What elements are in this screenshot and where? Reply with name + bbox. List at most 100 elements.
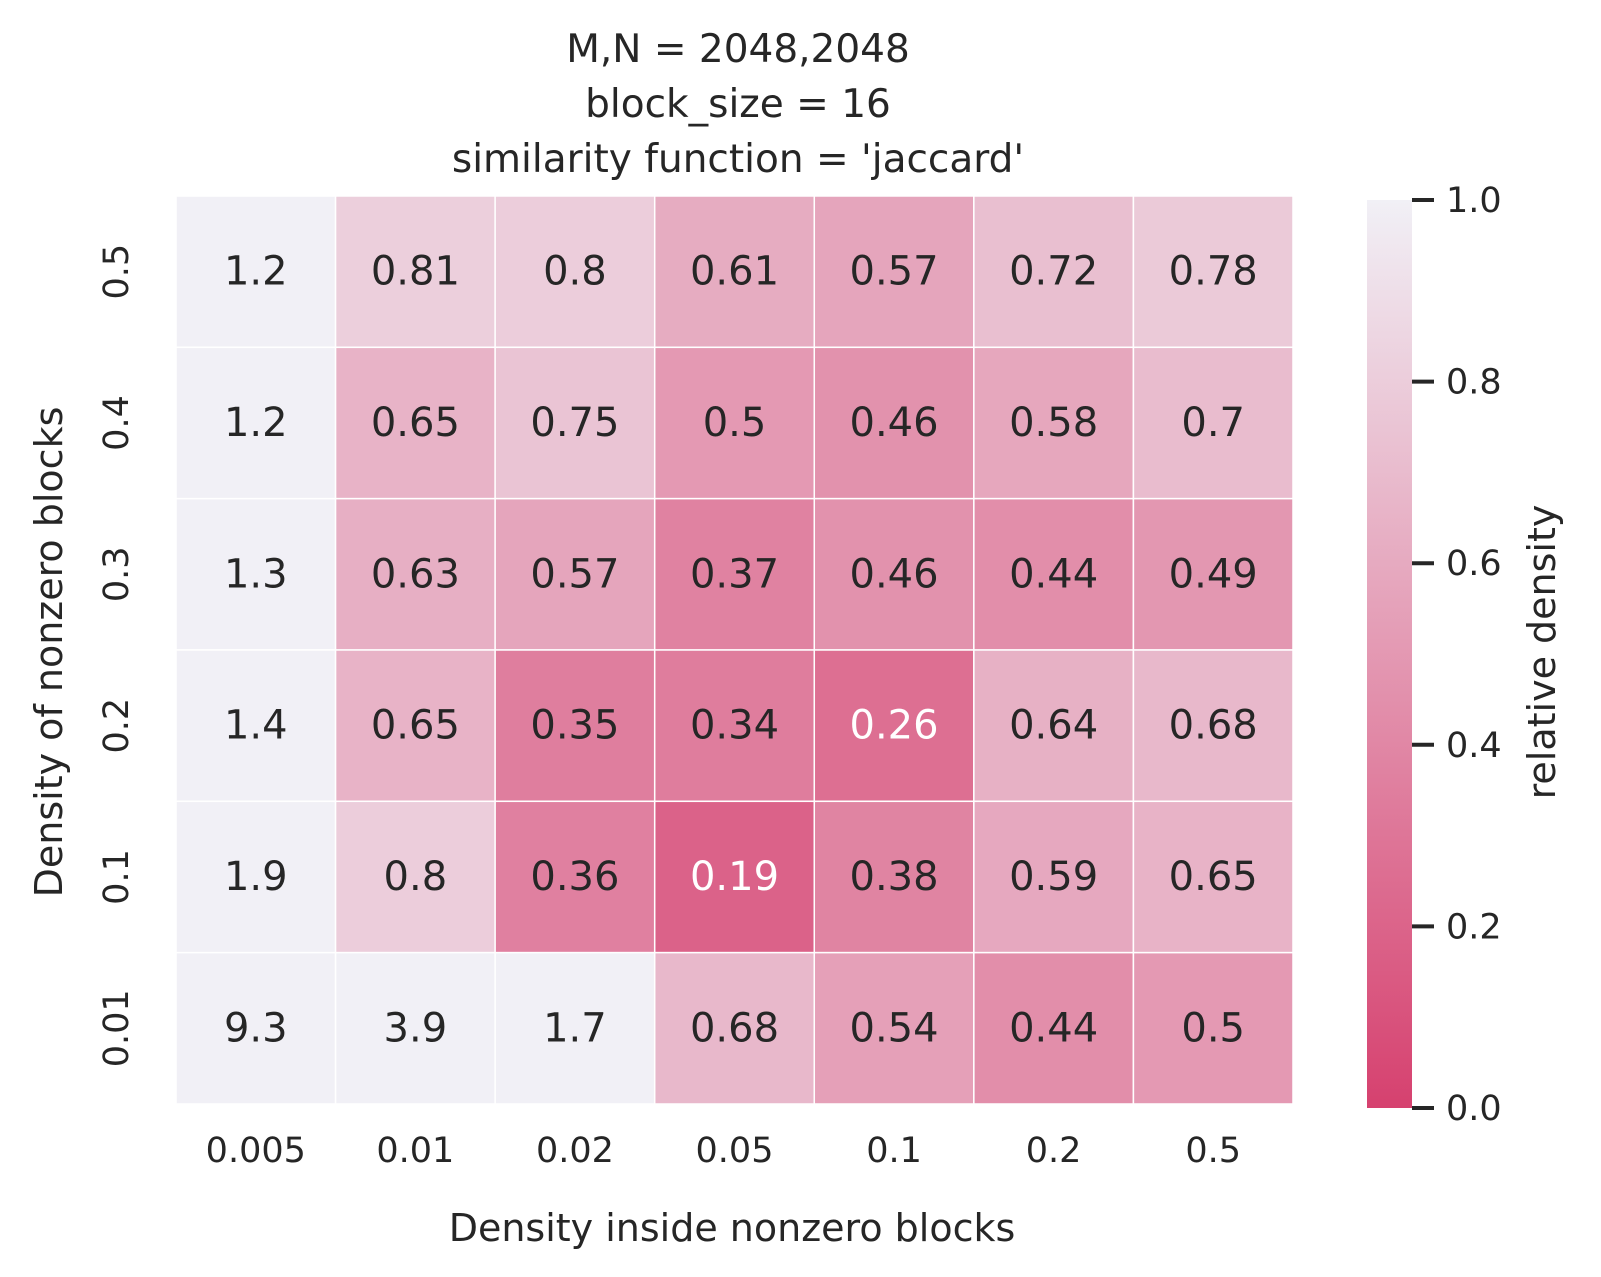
cell-value-label: 0.38 xyxy=(850,854,939,900)
cell-value-label: 0.57 xyxy=(530,551,619,597)
cell-value-label: 0.5 xyxy=(703,400,767,446)
heatmap-cell xyxy=(813,346,975,500)
cell-value-label: 0.36 xyxy=(530,854,619,900)
heatmap-cells xyxy=(175,195,1294,1105)
colorbar-gradient xyxy=(1367,200,1412,1108)
cell-value-label: 0.54 xyxy=(850,1005,939,1051)
chart-title: M,N = 2048,2048 block_size = 16 similari… xyxy=(452,27,1024,182)
cell-value-label: 3.9 xyxy=(384,1005,448,1051)
colorbar-tick-label: 0.2 xyxy=(1446,907,1502,947)
heatmap-cell xyxy=(813,497,975,651)
cell-value-label: 0.65 xyxy=(1169,854,1258,900)
cell-value-label: 1.4 xyxy=(224,703,288,749)
x-tick-label: 0.05 xyxy=(696,1131,774,1171)
x-tick-label: 0.1 xyxy=(866,1131,922,1171)
x-tick-label: 0.01 xyxy=(376,1131,454,1171)
heatmap-cell xyxy=(494,195,656,349)
cell-value-label: 1.2 xyxy=(224,249,288,295)
cell-value-label: 0.8 xyxy=(543,249,607,295)
cell-value-label: 0.44 xyxy=(1009,1005,1098,1051)
heatmap-cell xyxy=(1132,951,1294,1105)
cell-value-label: 0.68 xyxy=(690,1005,779,1051)
heatmap-cell xyxy=(494,951,656,1105)
cell-value-label: 0.26 xyxy=(850,703,939,749)
cell-value-label: 1.7 xyxy=(543,1005,607,1051)
heatmap-cell xyxy=(973,951,1135,1105)
cell-value-label: 0.46 xyxy=(850,400,939,446)
cell-value-label: 0.61 xyxy=(690,249,779,295)
heatmap-cell xyxy=(1132,800,1294,954)
colorbar-tick-label: 1.0 xyxy=(1446,181,1502,221)
cell-value-label: 0.65 xyxy=(371,703,460,749)
x-axis-label: Density inside nonzero blocks xyxy=(449,1206,1016,1250)
cell-value-label: 0.63 xyxy=(371,551,460,597)
cell-value-label: 0.34 xyxy=(690,703,779,749)
heatmap-cell xyxy=(175,800,337,954)
colorbar-tick-label: 0.8 xyxy=(1446,363,1502,403)
colorbar-tick-label: 0.6 xyxy=(1446,544,1502,584)
y-axis-label: Density of nonzero blocks xyxy=(27,407,71,898)
cell-value-label: 1.3 xyxy=(224,551,288,597)
cell-value-label: 0.72 xyxy=(1009,249,1098,295)
heatmap-cell xyxy=(653,195,816,349)
cell-value-label: 0.19 xyxy=(690,854,779,900)
cell-value-label: 1.2 xyxy=(224,400,288,446)
heatmap-cell xyxy=(653,649,816,803)
colorbar-tick-label: 0.4 xyxy=(1446,726,1502,766)
colorbar-label: relative density xyxy=(1520,505,1564,800)
title-line-2: block_size = 16 xyxy=(585,82,891,127)
cell-value-label: 9.3 xyxy=(224,1005,288,1051)
heatmap-cell xyxy=(175,346,337,500)
heatmap-cell xyxy=(973,649,1135,803)
cell-value-label: 0.57 xyxy=(850,249,939,295)
cell-value-label: 0.58 xyxy=(1009,400,1098,446)
heatmap-cell xyxy=(813,195,975,349)
heatmap-cell xyxy=(494,800,656,954)
cell-value-label: 0.49 xyxy=(1169,551,1258,597)
y-tick-label: 0.4 xyxy=(97,395,137,451)
cell-value-label: 0.59 xyxy=(1009,854,1098,900)
y-tick-label: 0.1 xyxy=(97,849,137,905)
cell-value-label: 0.35 xyxy=(530,703,619,749)
heatmap-cell xyxy=(653,951,816,1105)
cell-value-label: 0.81 xyxy=(371,249,460,295)
x-tick-label: 0.5 xyxy=(1185,1131,1241,1171)
heatmap-cell xyxy=(494,497,656,651)
heatmap-cell xyxy=(334,951,496,1105)
heatmap-cell xyxy=(973,195,1135,349)
y-tick-label: 0.2 xyxy=(97,698,137,754)
heatmap-cell xyxy=(334,195,496,349)
cell-value-label: 0.44 xyxy=(1009,551,1098,597)
heatmap-cell xyxy=(813,951,975,1105)
cell-value-label: 0.64 xyxy=(1009,703,1098,749)
heatmap-cell xyxy=(494,346,656,500)
cell-value-label: 0.78 xyxy=(1169,249,1258,295)
heatmap-cell xyxy=(175,497,337,651)
heatmap-cell xyxy=(334,649,496,803)
x-tick-label: 0.2 xyxy=(1026,1131,1082,1171)
y-tick-labels: 0.5 0.4 0.3 0.2 0.1 0.01 xyxy=(97,244,137,1067)
heatmap-cell xyxy=(175,195,337,349)
y-tick-label: 0.01 xyxy=(97,989,137,1067)
cell-value-label: 0.37 xyxy=(690,551,779,597)
y-tick-label: 0.3 xyxy=(97,546,137,602)
heatmap-cell xyxy=(334,497,496,651)
x-tick-labels: 0.005 0.01 0.02 0.05 0.1 0.2 0.5 xyxy=(206,1131,1241,1171)
cell-value-label: 0.5 xyxy=(1181,1005,1245,1051)
heatmap-cell xyxy=(1132,649,1294,803)
title-line-1: M,N = 2048,2048 xyxy=(566,27,910,72)
cell-value-label: 0.7 xyxy=(1181,400,1245,446)
cell-value-label: 0.75 xyxy=(530,400,619,446)
colorbar-tick-label: 0.0 xyxy=(1446,1089,1502,1129)
heatmap-cell xyxy=(973,346,1135,500)
cell-value-label: 0.46 xyxy=(850,551,939,597)
cell-value-label: 0.8 xyxy=(384,854,448,900)
colorbar: 0.0 0.2 0.4 0.6 0.8 1.0 relative density xyxy=(1367,181,1564,1129)
heatmap-cell xyxy=(175,951,337,1105)
colorbar-ticks: 0.0 0.2 0.4 0.6 0.8 1.0 xyxy=(1412,181,1502,1129)
x-tick-label: 0.005 xyxy=(206,1131,306,1171)
heatmap-cell xyxy=(175,649,337,803)
y-tick-label: 0.5 xyxy=(97,244,137,300)
heatmap-cell xyxy=(973,497,1135,651)
